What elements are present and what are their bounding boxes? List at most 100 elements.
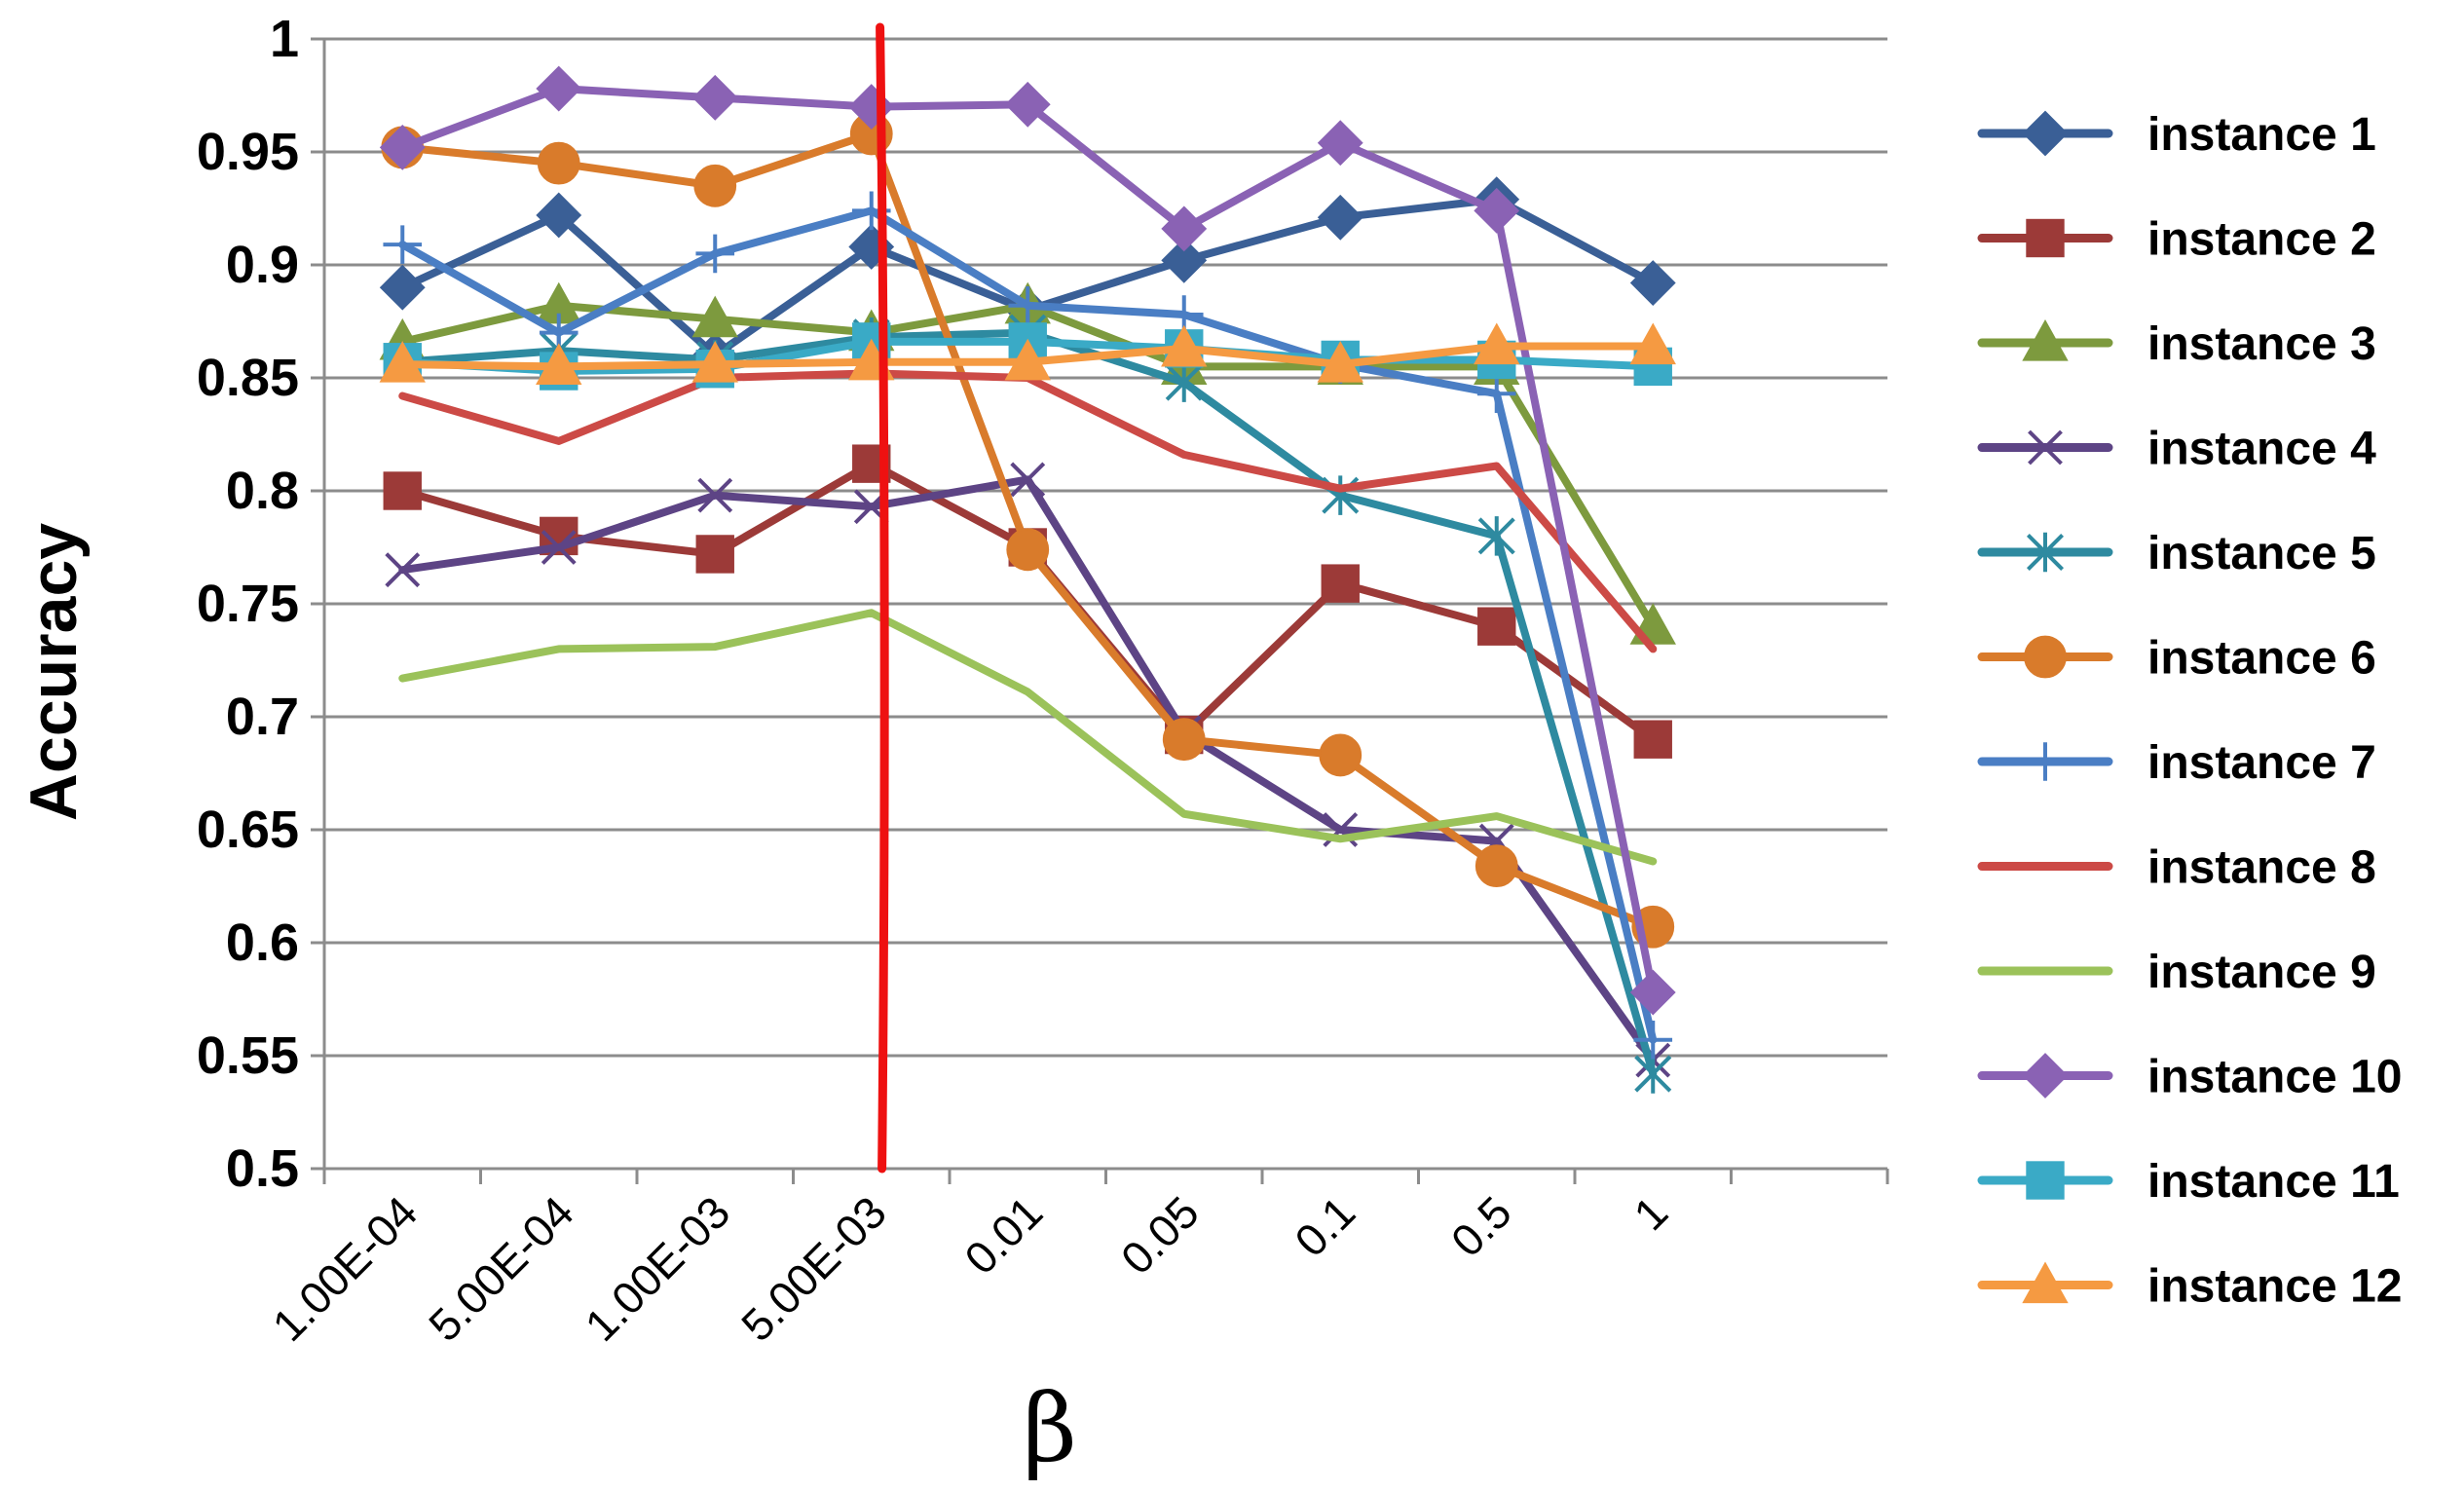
x-tick-label: 0.05 [1111, 1186, 1209, 1284]
legend-label: instance 12 [2147, 1261, 2402, 1313]
y-tick-label: 1 [270, 10, 299, 68]
data-point-diamond [379, 264, 426, 311]
legend-item: instance 2 [1977, 214, 2376, 266]
data-point-plus [1633, 1020, 1673, 1060]
y-tick-label: 0.7 [226, 688, 299, 746]
y-tick-label: 0.9 [226, 236, 299, 294]
series-line [398, 460, 1658, 744]
legend-item: instance 10 [1977, 1052, 2402, 1103]
legend-label: instance 4 [2147, 424, 2376, 475]
data-point-square [1477, 607, 1516, 646]
data-point-diamond [2022, 110, 2069, 157]
data-point-star [1477, 516, 1515, 556]
axes: 0.5 0.55 0.6 0.65 0.7 0.75 0.8 0.85 0.9 0.95 1 1.00… [197, 10, 1889, 1351]
series-instance-8 [398, 369, 1658, 653]
legend-item: instance 11 [1977, 1156, 2400, 1208]
series-instance-6 [381, 112, 1675, 949]
series-instance-12 [379, 322, 1676, 385]
data-point-square [1321, 564, 1360, 603]
data-point-triangle [2022, 1261, 2069, 1304]
data-point-triangle [2022, 318, 2069, 361]
x-axis-label: β [1023, 1374, 1077, 1483]
legend-label: instance 3 [2147, 318, 2376, 370]
y-tick-label: 0.8 [226, 462, 299, 520]
y-tick-label: 0.5 [226, 1139, 299, 1198]
data-point-star [1634, 1054, 1672, 1094]
legend-label: instance 11 [2147, 1156, 2400, 1208]
data-point-triangle [1629, 603, 1676, 645]
legend-label: instance 2 [2147, 214, 2376, 266]
x-tick-label: 1 [1624, 1186, 1677, 1240]
series-group [379, 65, 1676, 1094]
legend-item: instance 8 [1977, 842, 2376, 894]
data-point-diamond [1004, 81, 1051, 128]
data-point-square [2026, 218, 2065, 258]
legend-item: instance 9 [1977, 947, 2376, 998]
x-tick-label: 0.1 [1285, 1186, 1364, 1266]
axis-labels: Accuracy β [17, 523, 1077, 1483]
data-point-triangle [1004, 338, 1051, 381]
data-point-circle [1475, 844, 1518, 888]
data-point-circle [1162, 718, 1206, 762]
series-line [398, 328, 1658, 1078]
data-point-star [2026, 532, 2065, 573]
data-point-plus [383, 225, 423, 264]
legend-label: instance 6 [2147, 633, 2376, 685]
data-point-plus [695, 234, 735, 274]
vertical-marker-group [876, 22, 889, 1174]
legend-item: instance 12 [1977, 1261, 2402, 1313]
data-point-triangle [691, 341, 738, 383]
legend-label: instance 5 [2147, 528, 2376, 579]
data-point-triangle [1317, 341, 1363, 383]
data-point-square [695, 535, 734, 574]
data-point-diamond [536, 65, 582, 112]
data-point-triangle [1629, 322, 1676, 365]
y-tick-label: 0.75 [197, 575, 299, 633]
x-tick-label: 1.00E-04 [263, 1186, 428, 1351]
x-tick-label: 0.5 [1441, 1186, 1521, 1266]
data-point-square [2026, 1161, 2065, 1200]
data-point-diamond [1161, 237, 1208, 283]
data-point-star [1165, 362, 1203, 402]
data-point-x [541, 530, 577, 565]
data-point-x [697, 477, 733, 513]
x-tick-label: 5.00E-04 [419, 1186, 583, 1351]
data-point-x [1010, 462, 1046, 498]
legend-item: instance 1 [1977, 109, 2376, 161]
data-point-square [1633, 720, 1672, 759]
y-tick-label: 0.95 [197, 123, 299, 181]
data-point-diamond [1629, 260, 1676, 306]
data-point-circle [2024, 635, 2067, 679]
legend: instance 1 instance 2 instance 3 instance 4… [1977, 109, 2402, 1313]
data-point-diamond [1474, 187, 1520, 234]
series-instance-2 [383, 444, 1672, 759]
data-point-triangle [379, 341, 426, 383]
data-point-circle [1319, 733, 1363, 777]
y-tick-label: 0.6 [226, 913, 299, 972]
data-point-diamond [1317, 194, 1363, 241]
x-tick-label: 1.00E-03 [576, 1186, 740, 1351]
series-line [398, 369, 1658, 653]
data-point-square [383, 471, 422, 510]
data-point-plus [1008, 285, 1048, 325]
legend-label: instance 8 [2147, 842, 2376, 894]
legend-item: instance 3 [1977, 318, 2376, 370]
y-tick-label: 0.65 [197, 801, 299, 859]
legend-item: instance 6 [1977, 633, 2376, 685]
legend-item: instance 5 [1977, 528, 2376, 579]
data-point-triangle [691, 295, 738, 338]
data-point-diamond [2022, 1053, 2069, 1099]
data-point-plus [1476, 374, 1516, 414]
data-point-diamond [1317, 120, 1363, 167]
x-tick-label: 5.00E-03 [731, 1186, 896, 1351]
data-point-diamond [1629, 969, 1676, 1016]
data-point-triangle [536, 343, 582, 385]
legend-label: instance 7 [2147, 737, 2376, 789]
data-point-x [385, 552, 421, 588]
data-point-triangle [1474, 322, 1520, 365]
x-tick-label: 0.01 [954, 1186, 1052, 1284]
legend-label: instance 9 [2147, 947, 2376, 998]
series-line [398, 609, 1658, 866]
data-point-circle [1006, 528, 1050, 572]
